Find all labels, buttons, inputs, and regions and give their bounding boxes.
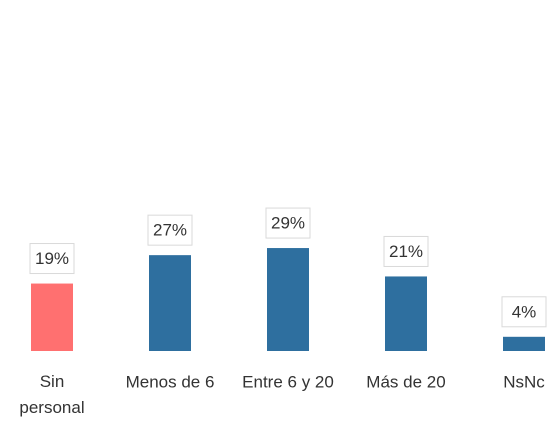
data-label-box [501, 296, 547, 328]
x-tick-label: Menos de 6 [126, 372, 215, 391]
data-label-box [147, 214, 193, 246]
data-label: 19% [35, 249, 69, 268]
bar [31, 283, 73, 351]
data-label: 29% [271, 214, 305, 233]
x-tick-label: Sin personal [19, 372, 84, 417]
bar [267, 248, 309, 351]
data-label-box [265, 207, 311, 239]
bar [385, 276, 427, 351]
x-tick-label: NsNc [503, 372, 545, 391]
data-label: 4% [512, 302, 537, 321]
x-tick-label: Más de 20 [366, 372, 445, 391]
bar [149, 255, 191, 351]
data-label-box [383, 235, 429, 267]
x-tick-label: Entre 6 y 20 [242, 372, 334, 391]
bar [503, 336, 545, 351]
data-label: 21% [389, 242, 423, 261]
data-label: 27% [153, 221, 187, 240]
data-label-box [29, 243, 75, 275]
